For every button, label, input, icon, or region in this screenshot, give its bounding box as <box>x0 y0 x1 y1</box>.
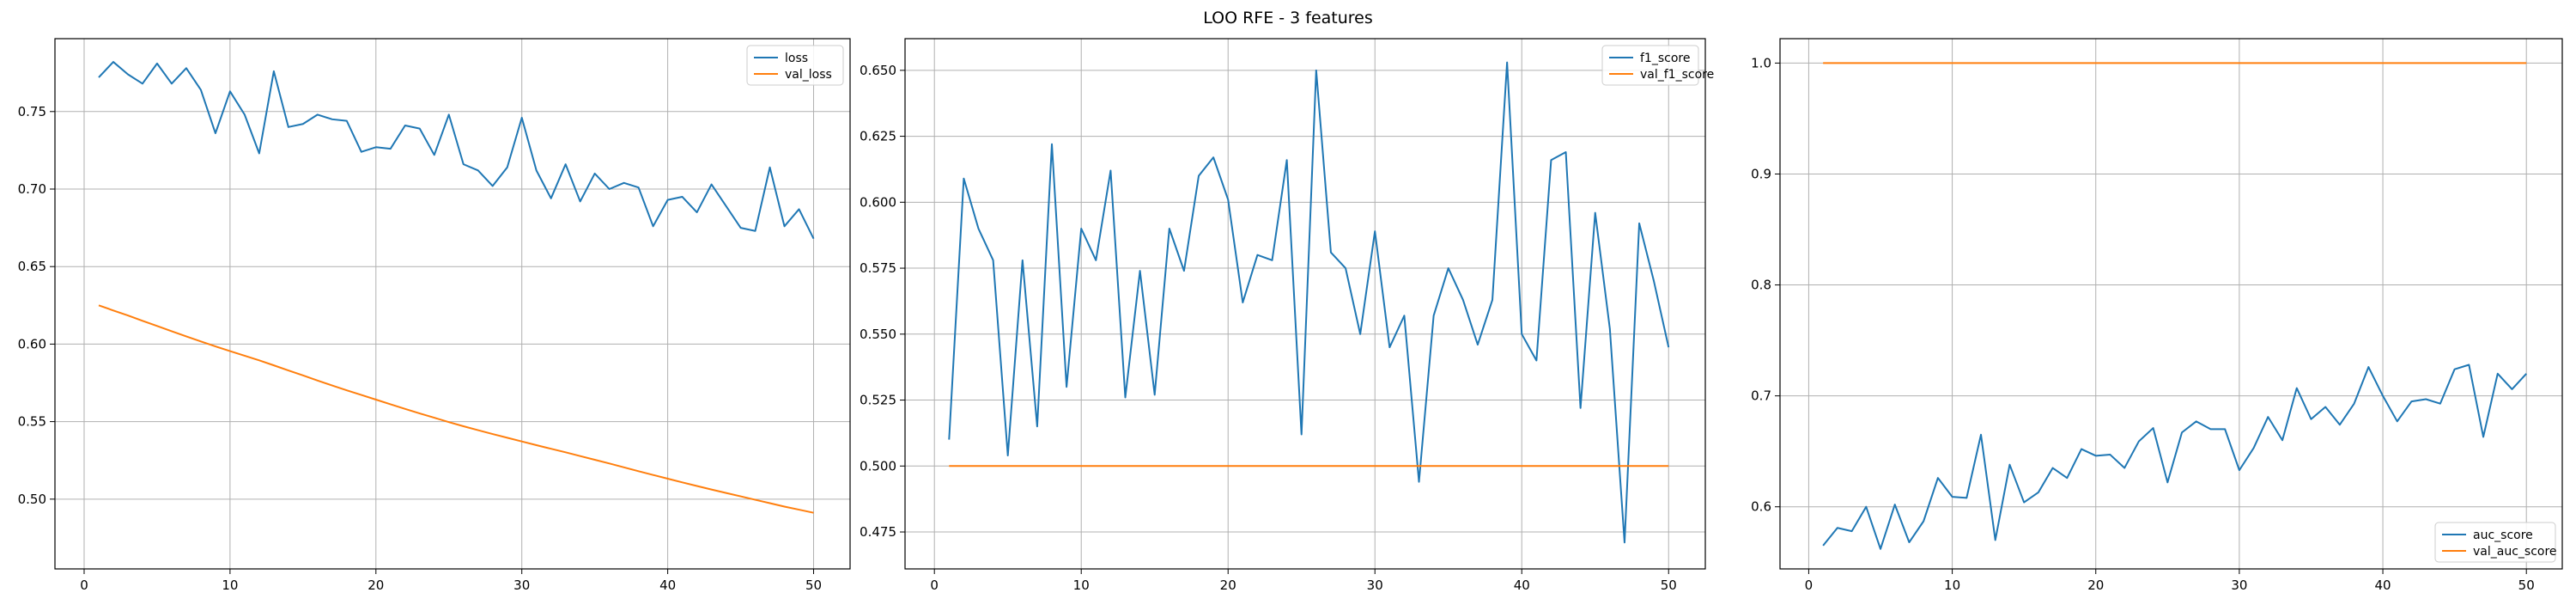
legend-label: loss <box>785 52 808 65</box>
y-tick-label: 0.650 <box>860 63 896 78</box>
x-tick-label: 20 <box>368 578 384 593</box>
x-tick-label: 20 <box>2087 578 2104 593</box>
x-tick-label: 0 <box>80 578 88 593</box>
legend-label: val_loss <box>785 68 832 82</box>
series-line-f1_score <box>948 61 1670 544</box>
y-tick-label: 0.50 <box>18 492 46 507</box>
x-tick-label: 40 <box>659 578 676 593</box>
y-tick-label: 0.550 <box>860 327 896 342</box>
y-tick-label: 0.65 <box>18 259 46 274</box>
y-tick-label: 0.7 <box>1751 388 1771 404</box>
x-tick-label: 20 <box>1220 578 1236 593</box>
series-line-val_loss <box>98 304 814 514</box>
x-tick-label: 40 <box>2375 578 2391 593</box>
y-tick-label: 0.525 <box>860 393 896 408</box>
series-line-auc_score <box>1822 364 2527 550</box>
legend-label: auc_score <box>2473 529 2533 542</box>
y-tick-label: 0.575 <box>860 260 896 276</box>
chart-2: 0 10 20 30 40 50 0.475 0.500 0.525 0.550 0.575 0.60… <box>860 38 1714 593</box>
y-tick-label: 0.8 <box>1751 278 1771 293</box>
x-tick-label: 10 <box>222 578 238 593</box>
legend-label: f1_score <box>1640 52 1690 65</box>
figure-title: LOO RFE - 3 features <box>1203 9 1373 28</box>
x-tick-label: 50 <box>2518 578 2535 593</box>
series-line-loss <box>98 61 815 240</box>
y-tick-label: 0.600 <box>860 194 896 210</box>
axes-frame <box>904 38 1706 570</box>
legend-label: val_auc_score <box>2473 545 2557 559</box>
x-tick-label: 50 <box>805 578 822 593</box>
x-tick-label: 30 <box>513 578 530 593</box>
y-tick-label: 0.6 <box>1751 499 1771 515</box>
y-tick-label: 0.60 <box>18 336 46 351</box>
y-tick-label: 0.70 <box>18 181 46 197</box>
legend: loss val_loss <box>746 45 844 86</box>
legend: auc_score val_auc_score <box>2434 522 2557 563</box>
x-tick-label: 40 <box>1514 578 1530 593</box>
axes-frame <box>1779 38 2563 570</box>
y-tick-label: 0.475 <box>860 524 896 540</box>
y-tick-label: 0.75 <box>18 104 46 119</box>
x-tick-label: 30 <box>2231 578 2247 593</box>
legend: f1_score val_f1_score <box>1601 45 1714 86</box>
x-tick-label: 10 <box>1073 578 1090 593</box>
y-tick-label: 0.9 <box>1751 166 1771 181</box>
y-tick-label: 1.0 <box>1751 55 1771 70</box>
y-tick-label: 0.500 <box>860 458 896 474</box>
x-tick-label: 0 <box>930 578 939 593</box>
chart-1: 0 10 20 30 40 50 0.50 0.55 0.60 0.65 0.70 0.75 loss v… <box>18 38 851 593</box>
x-tick-label: 0 <box>1805 578 1814 593</box>
legend-box <box>1601 45 1699 86</box>
axes-frame <box>54 38 851 570</box>
y-tick-label: 0.55 <box>18 414 46 430</box>
y-tick-label: 0.625 <box>860 129 896 144</box>
x-tick-label: 10 <box>1944 578 1960 593</box>
x-tick-label: 50 <box>1661 578 1677 593</box>
legend-box <box>746 45 844 86</box>
x-tick-label: 30 <box>1367 578 1383 593</box>
legend-box <box>2434 522 2556 563</box>
legend-label: val_f1_score <box>1640 68 1714 82</box>
chart-3: 0 10 20 30 40 50 0.6 0.7 0.8 0.9 1.0 auc_score val_a… <box>1751 38 2563 593</box>
